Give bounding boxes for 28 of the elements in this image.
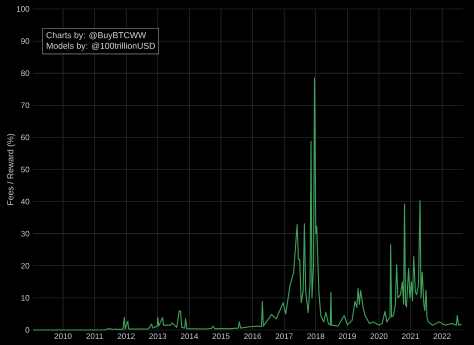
y-tick-label: 40 — [20, 198, 30, 204]
y-tick-label: 80 — [21, 70, 30, 76]
x-tick-label: 2019 — [338, 333, 356, 340]
y-tick-label: 50 — [21, 166, 30, 172]
x-tick-label: 2012 — [118, 333, 135, 340]
y-tick-label: 10 — [21, 295, 30, 301]
line-series — [32, 77, 462, 331]
y-tick-label: 30 — [21, 230, 30, 237]
x-tick-label: 2020 — [370, 333, 388, 340]
y-tick-label: 90 — [21, 38, 30, 44]
x-tick-label: 2010 — [54, 333, 72, 340]
y-axis-title: Fees / Reward (%) — [7, 134, 16, 205]
x-tick-label: 2017 — [276, 333, 293, 340]
annotation: Models by: @100trillionUSD — [46, 42, 155, 51]
x-tick-label: 2016 — [244, 333, 262, 340]
y-tick-label: 0 — [25, 327, 30, 333]
y-tick-label: 100 — [16, 6, 30, 12]
x-tick-label: 2014 — [180, 333, 198, 340]
x-tick-label: 2013 — [149, 333, 166, 340]
x-tick-label: 2022 — [434, 333, 451, 340]
annotation: Charts by: @BuyBTCWW — [46, 32, 146, 40]
y-tick-label: 70 — [21, 102, 30, 108]
x-tick-label: 2021 — [402, 333, 420, 340]
x-tick-label: 2011 — [86, 333, 103, 340]
x-tick-label: 2018 — [307, 333, 324, 340]
x-tick-label: 2015 — [212, 333, 230, 340]
y-tick-label: 20 — [21, 262, 30, 269]
y-tick-label: 60 — [21, 134, 30, 140]
